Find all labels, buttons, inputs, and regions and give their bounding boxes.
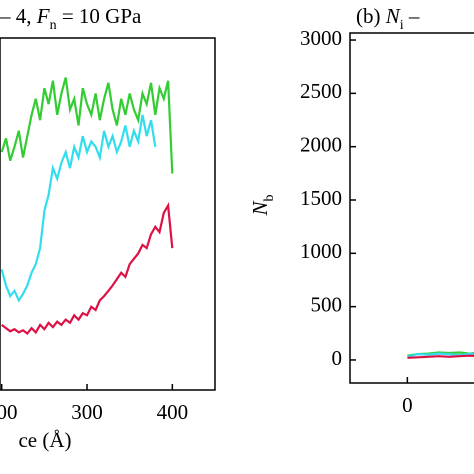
y-tick-label: 3000 (300, 26, 342, 50)
y-tick-label: 0 (332, 346, 343, 370)
panel-title: (b) Ni – (356, 4, 420, 33)
x-tick-label: 200 (0, 400, 17, 424)
y-tick-label: 500 (311, 292, 343, 316)
title-part: i (400, 18, 404, 33)
data-line (407, 354, 474, 359)
title-part: N (248, 201, 272, 217)
plot-frame (349, 32, 474, 384)
data-line (0, 114, 157, 303)
plot-frame (0, 37, 216, 391)
y-tick-label: 2000 (300, 132, 342, 156)
title-part: – 4, (0, 4, 37, 28)
title-part: b (262, 194, 277, 201)
panel-title: – 4, Fn = 10 GPa (0, 4, 142, 33)
title-part: F (36, 4, 50, 28)
x-tick-label: 400 (157, 400, 189, 424)
y-tick-label: 1500 (300, 186, 342, 210)
y-axis-label: Nb (248, 194, 277, 216)
title-part: N (385, 4, 401, 28)
data-line (0, 77, 174, 174)
y-tick-label: 2500 (300, 79, 342, 103)
title-part: – (404, 4, 420, 28)
title-part: (b) (356, 4, 386, 28)
title-part: n (50, 18, 57, 33)
x-axis-label: ce (Å) (18, 428, 71, 452)
x-tick-label: 300 (71, 400, 103, 424)
title-part: = 10 GPa (57, 4, 142, 28)
x-tick-label: 0 (402, 393, 413, 417)
data-line (1, 202, 174, 336)
y-tick-label: 1000 (300, 239, 342, 263)
